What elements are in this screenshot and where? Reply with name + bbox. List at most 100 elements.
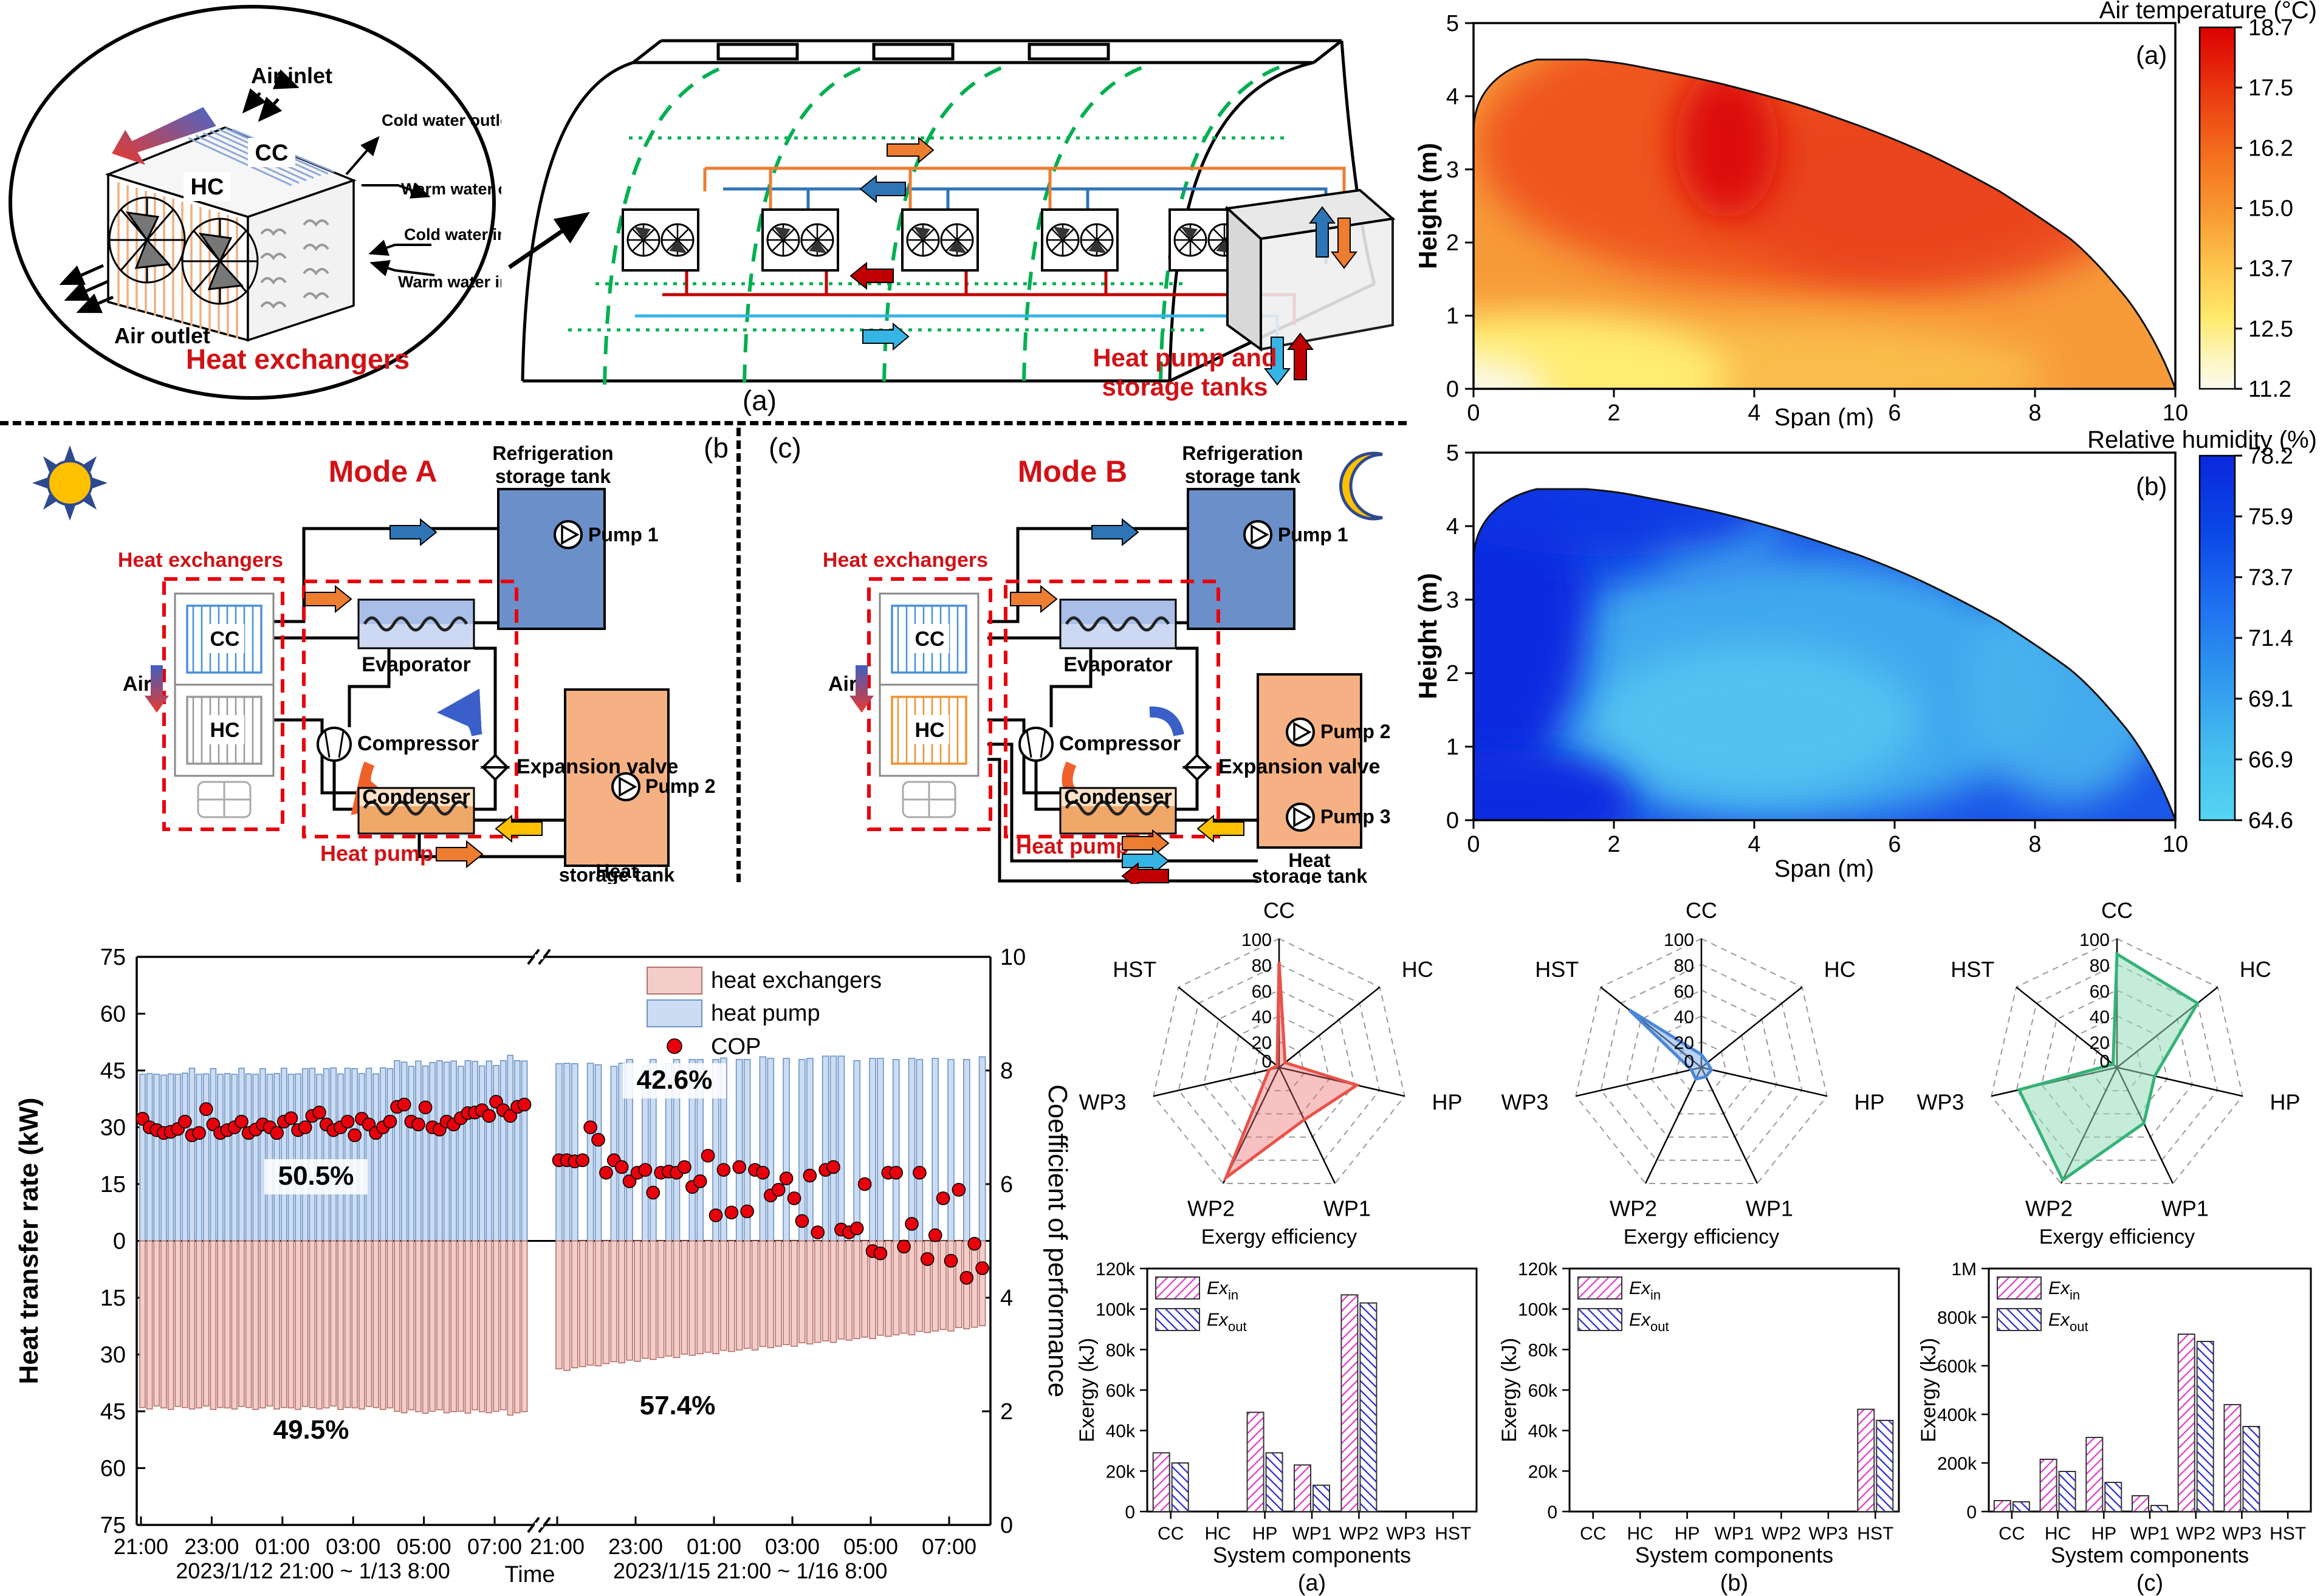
- heat-exchangers-bar: [751, 1240, 759, 1351]
- heat-pump-bar: [280, 1067, 287, 1242]
- category-label: WP1: [2130, 1524, 2169, 1544]
- exergy-y-tick: 120k: [1518, 1259, 1558, 1279]
- heat-exchangers-bar: [415, 1240, 422, 1413]
- radar-axis-label: WP3: [1501, 1089, 1548, 1114]
- heat-exchangers-bar: [160, 1240, 167, 1409]
- radar-ring: [1600, 964, 1803, 1161]
- cop-dot: [284, 1111, 298, 1125]
- radar-tick: 60: [1252, 982, 1272, 1002]
- category-label: HST: [2270, 1524, 2306, 1544]
- heat-exchangers-bar: [493, 1240, 499, 1412]
- heat-pump-bar: [309, 1067, 316, 1242]
- pump1-icon-b: [1243, 520, 1272, 549]
- heat-exchangers-bar: [885, 1240, 892, 1337]
- cop-dot: [583, 1120, 597, 1134]
- condenser-label: Condenser: [362, 786, 470, 809]
- x-tick: 4: [1748, 400, 1760, 426]
- heat-exchangers-bar: [139, 1240, 146, 1408]
- water-coils: [260, 219, 329, 309]
- mode-b-air-label: Air: [828, 673, 857, 696]
- refrigeration-tank-label-1b: Refrigeration: [1182, 442, 1303, 464]
- heat-exchangers-bar: [955, 1240, 962, 1329]
- temperature-field: [1474, 60, 2175, 389]
- colorbar-tick: 78.2: [2248, 444, 2293, 469]
- ex-out-bar: [2242, 1426, 2260, 1512]
- exergy-xlabel: System components: [1213, 1543, 1411, 1567]
- radar-ring: [1650, 1015, 1752, 1115]
- expansion-valve-label: Expansion valve: [516, 755, 678, 778]
- cop-dot: [857, 1177, 872, 1191]
- colorbar-tick: 75.9: [2248, 504, 2293, 530]
- radar-axis-label: WP1: [1746, 1196, 1793, 1221]
- share-label: 49.5%: [273, 1415, 349, 1445]
- exergy-legend-label: Exout: [2048, 1310, 2088, 1334]
- yellow-arrow-b: [1196, 814, 1244, 843]
- y-tick: 4: [1446, 514, 1459, 539]
- heat-exchangers-bar: [908, 1240, 916, 1335]
- heat-exchanger-schematic: CC HC Air inlet Cold water outlet Warm w…: [9, 5, 501, 400]
- share-label: 57.4%: [640, 1391, 716, 1420]
- yellow-arrow: [495, 814, 543, 843]
- cop-dot: [411, 1117, 425, 1132]
- heat-exchangers-bar: [681, 1240, 688, 1355]
- heat-exchangers-bar: [238, 1240, 245, 1407]
- relative-humidity-contour: 0 2 4 6 8 10 0 1 2 3 4 5 78.2 75.9 73.7 71.4 69.1 66.9 64.…: [1416, 428, 2317, 882]
- heat-pump-storage-box: [1224, 188, 1396, 352]
- cop-dot: [591, 1132, 605, 1147]
- heat-pump-bar: [379, 1067, 386, 1242]
- time-tick: 07:00: [922, 1534, 976, 1559]
- heat-exchangers-bar: [323, 1240, 330, 1409]
- mode-a-diagram: Mode A Refrigeration storage tank Pump 1…: [32, 432, 729, 884]
- heat-exchangers-bar: [806, 1240, 814, 1344]
- cop-dot: [756, 1165, 770, 1180]
- heat-exchangers-bar: [688, 1240, 696, 1356]
- cop-dot: [709, 1208, 723, 1222]
- heat-pump-bar: [259, 1068, 266, 1242]
- category-label: CC: [1580, 1524, 1606, 1544]
- cop-dot: [503, 1109, 518, 1123]
- heat-pump-bar: [182, 1072, 188, 1242]
- heat-exchangers-bar: [602, 1240, 610, 1365]
- exergy-legend-label: Exout: [1629, 1310, 1669, 1334]
- heat-exchangers-bar: [814, 1240, 822, 1343]
- y-tick: 4: [1446, 84, 1459, 109]
- cop-dot: [905, 1217, 919, 1231]
- compressor-label-b: Compressor: [1059, 732, 1181, 755]
- evaporator: [357, 598, 475, 649]
- ex-out-bar: [2196, 1341, 2214, 1512]
- humidity-field: [1474, 489, 2175, 820]
- radar-axis-label: HP: [1855, 1089, 1885, 1114]
- heat-exchangers-bar: [869, 1240, 876, 1340]
- heat-pump-bar: [869, 1058, 876, 1242]
- heat-pump-bar: [316, 1074, 323, 1242]
- mode-a-cc: CC: [210, 628, 239, 651]
- cop-dot: [178, 1114, 192, 1129]
- radar-axis-label: HST: [1951, 957, 1994, 982]
- cop-tick: 8: [1000, 1058, 1013, 1084]
- heat-pump-bar: [188, 1067, 196, 1242]
- heat-exchangers-bar: [978, 1240, 986, 1326]
- cop-dot: [952, 1183, 966, 1197]
- orange-arrow-b: [1010, 584, 1058, 614]
- exergy-y-tick: 80k: [1106, 1340, 1136, 1360]
- heat-exchangers-bar: [594, 1240, 602, 1366]
- heat-exchangers-bar: [735, 1240, 743, 1351]
- warm-water-outlet-label: Warm water outlet: [401, 180, 501, 198]
- y-tick: 2: [1446, 230, 1459, 256]
- x-tick: 8: [2028, 832, 2041, 857]
- blue-arrow-b: [1091, 518, 1139, 547]
- exergy-panel-label: (a): [1298, 1570, 1326, 1596]
- kw-tick: 45: [100, 1058, 126, 1084]
- radar-series: [2017, 951, 2200, 1183]
- heat-exchangers-bar: [947, 1240, 955, 1332]
- heat-exchangers-bar: [728, 1240, 735, 1352]
- kw-tick: 60: [100, 1002, 126, 1027]
- heat-pump-bar: [892, 1059, 900, 1242]
- cop-dot: [270, 1126, 284, 1140]
- refrigeration-tank-label-1: Refrigeration: [492, 442, 613, 464]
- greenhouse-schematic: Heat pump and storage tanks: [508, 39, 1396, 401]
- cop-dot: [936, 1191, 950, 1205]
- exergy-legend: Exin Exout: [1155, 1276, 1247, 1334]
- heat-exchangers-bar: [650, 1240, 657, 1360]
- heat-exchangers-bar: [555, 1240, 563, 1369]
